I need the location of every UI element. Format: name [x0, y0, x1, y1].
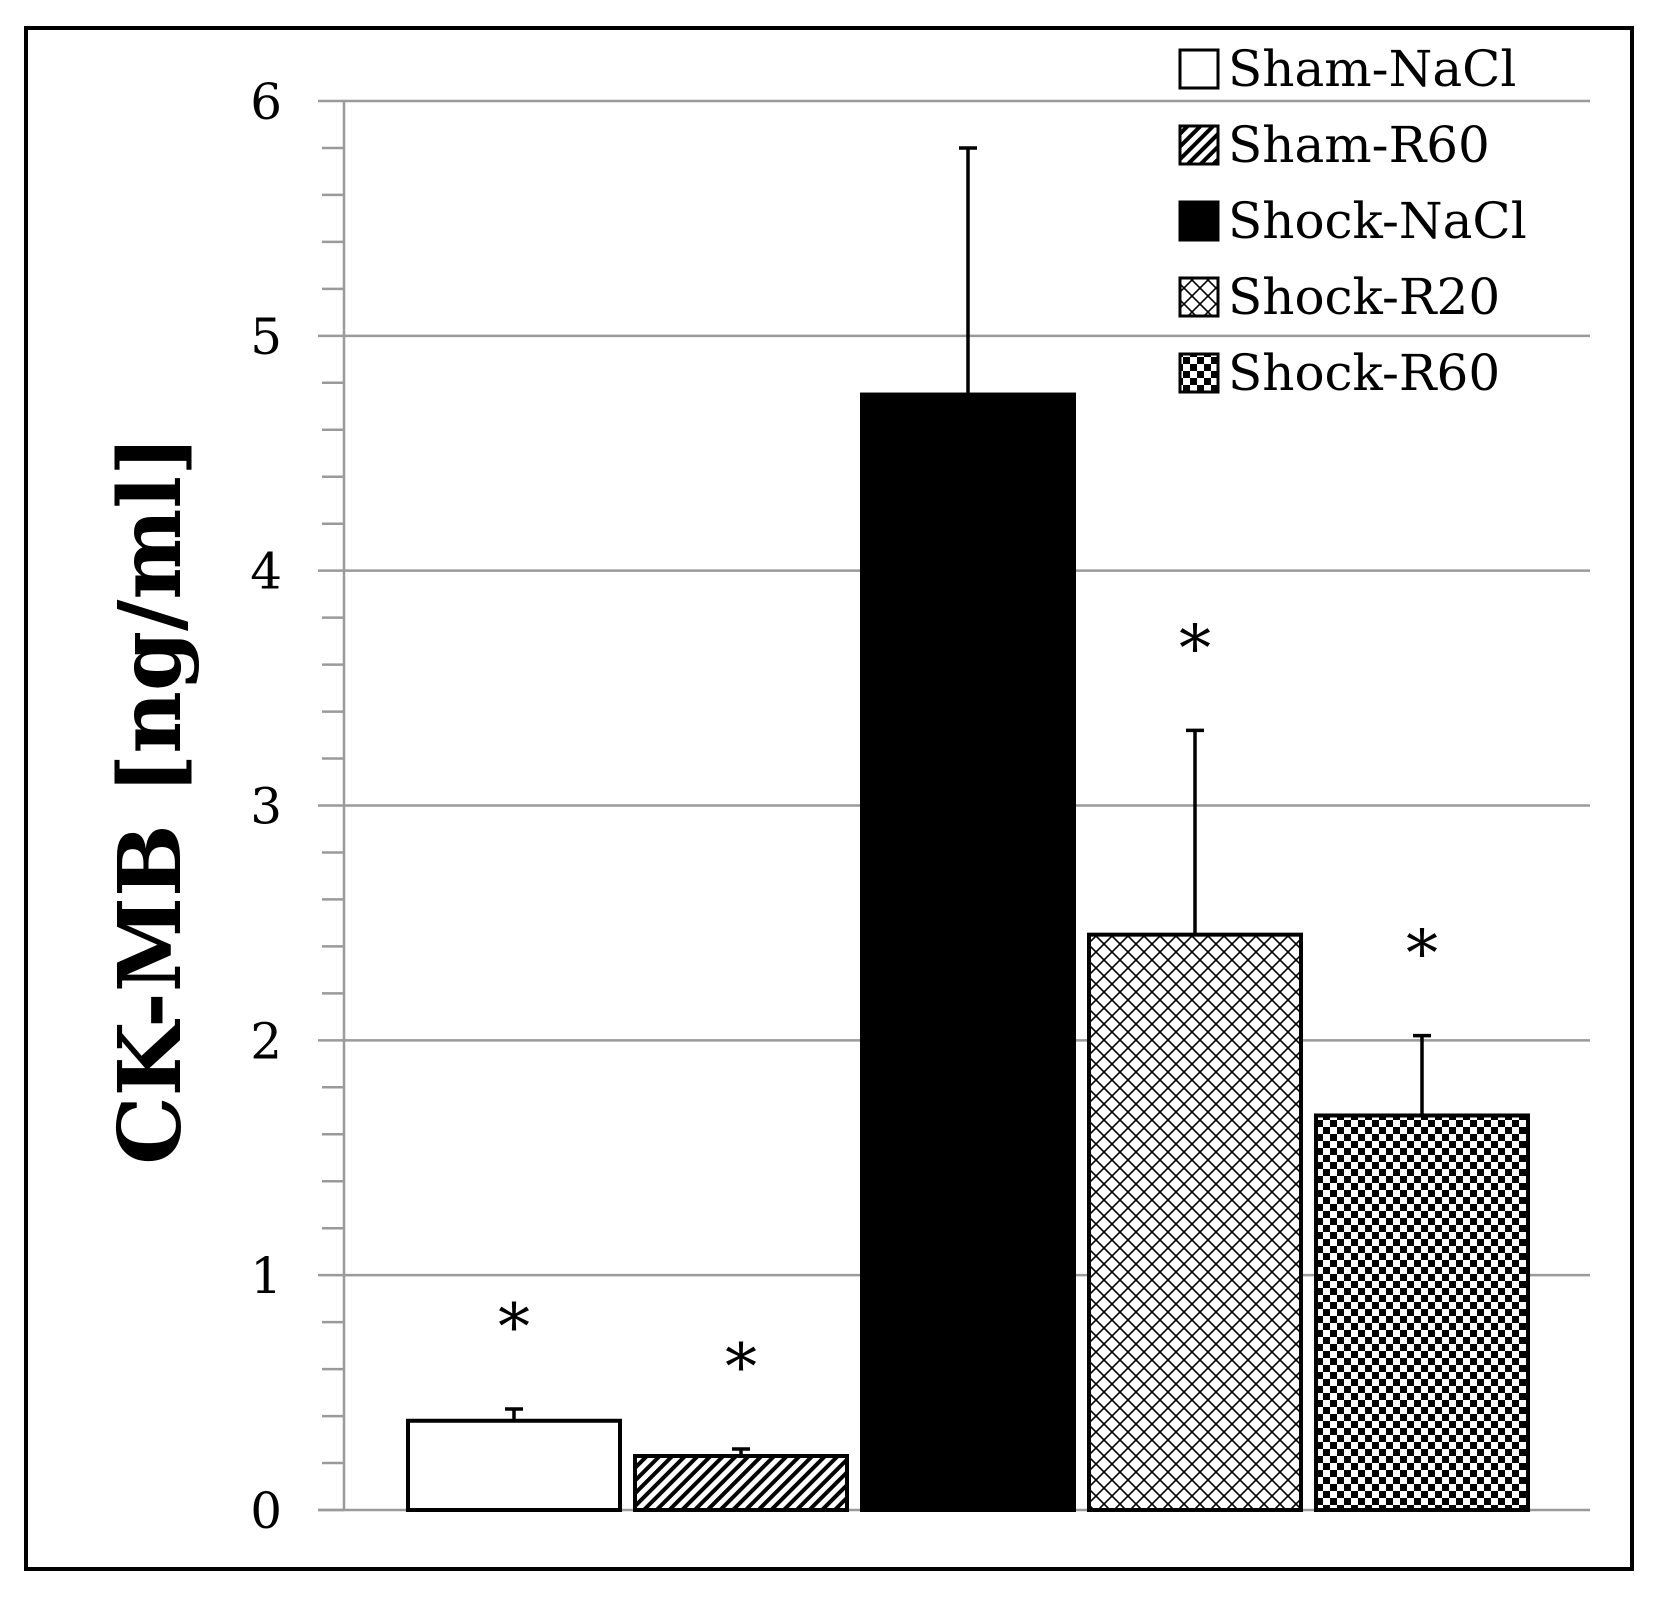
significance-star: * — [1406, 918, 1438, 992]
bar-shock-r60 — [1314, 1113, 1530, 1512]
legend-label: Shock-NaCl — [1228, 192, 1527, 250]
legend-swatch — [1178, 124, 1220, 166]
bar-shock-nacl — [860, 392, 1076, 1513]
significance-star: * — [725, 1331, 757, 1405]
bars — [406, 392, 1530, 1513]
bar-sham-r60 — [633, 1453, 849, 1512]
bar-shock-r20 — [1087, 932, 1303, 1512]
significance-star: * — [498, 1291, 530, 1365]
significance-markers: * * * * — [498, 612, 1438, 1405]
significance-star: * — [1179, 612, 1211, 686]
legend-label: Shock-R60 — [1228, 344, 1500, 402]
y-tick-label: 1 — [250, 1247, 282, 1305]
y-tick-label: 2 — [250, 1012, 282, 1070]
y-tick-label: 4 — [250, 543, 282, 601]
y-tick-label: 5 — [250, 308, 282, 366]
legend-swatch — [1178, 352, 1220, 394]
bar-sham-nacl — [406, 1418, 622, 1512]
legend-swatch — [1178, 48, 1220, 90]
legend: Sham-NaCl Sham-R60 Shock-NaCl Shock-R20 Shoc… — [1178, 40, 1527, 402]
y-tick-labels: 0 1 2 3 4 5 6 — [250, 73, 282, 1540]
error-bars — [505, 146, 1431, 1456]
y-tick-label: 6 — [250, 73, 282, 131]
legend-label: Shock-R20 — [1228, 268, 1500, 326]
y-tick-label: 3 — [250, 778, 282, 836]
legend-swatch — [1178, 200, 1220, 242]
legend-label: Sham-R60 — [1228, 116, 1490, 174]
y-axis-title: CK-MB [ng/ml] — [100, 435, 201, 1165]
legend-label: Sham-NaCl — [1228, 40, 1516, 98]
y-tick-label: 0 — [250, 1482, 282, 1540]
legend-swatch — [1178, 276, 1220, 318]
